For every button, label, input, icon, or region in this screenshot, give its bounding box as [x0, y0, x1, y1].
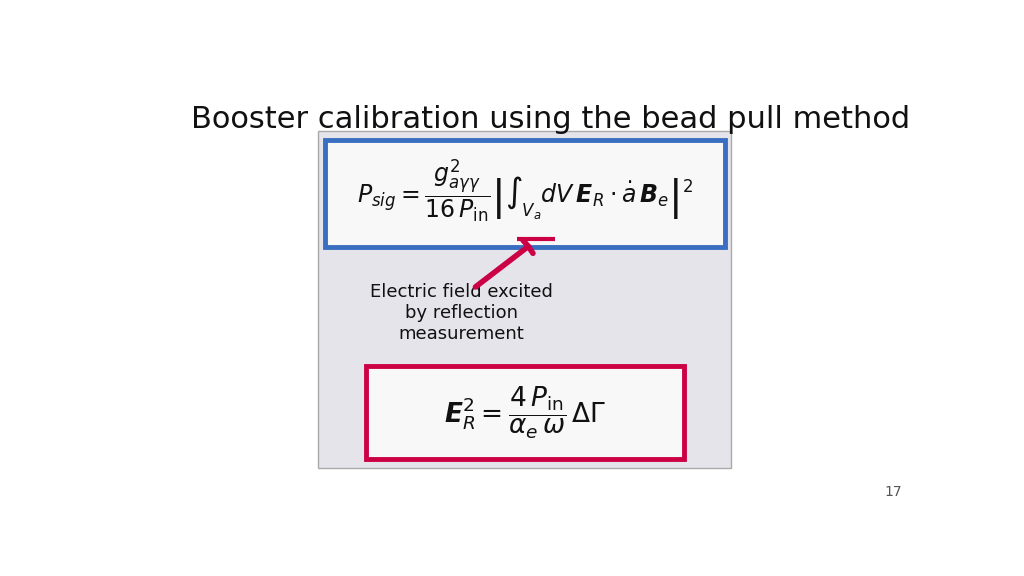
FancyBboxPatch shape [367, 366, 684, 460]
FancyBboxPatch shape [318, 131, 731, 468]
Text: Electric field excited
by reflection
measurement: Electric field excited by reflection mea… [370, 283, 553, 343]
FancyBboxPatch shape [325, 140, 725, 247]
Text: $P_{sig} = \dfrac{g^{2}_{a\gamma\gamma}}{16\,P_{\mathrm{in}}}\left|\int_{V_a} dV: $P_{sig} = \dfrac{g^{2}_{a\gamma\gamma}}… [356, 157, 693, 225]
Text: $\boldsymbol{E}_R^2 = \dfrac{4\,P_{\mathrm{in}}}{\alpha_e\,\omega}\,\Delta\Gamma: $\boldsymbol{E}_R^2 = \dfrac{4\,P_{\math… [443, 385, 606, 441]
Text: 17: 17 [884, 486, 902, 499]
Text: Booster calibration using the bead pull method: Booster calibration using the bead pull … [191, 105, 910, 134]
